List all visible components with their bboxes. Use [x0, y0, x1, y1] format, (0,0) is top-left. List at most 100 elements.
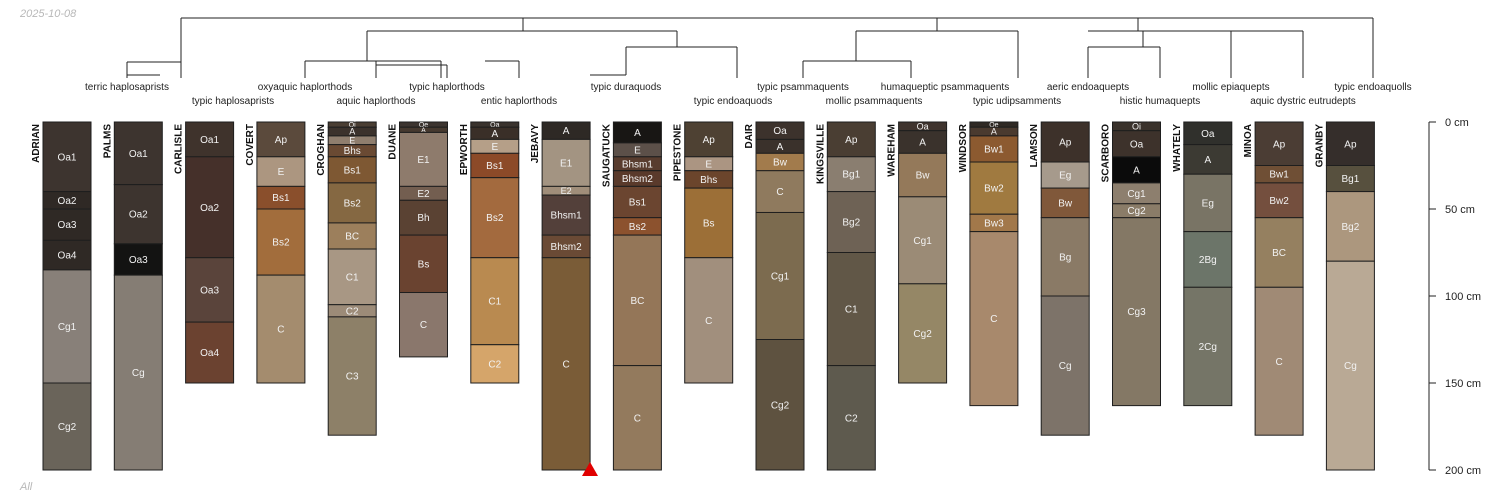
horizon-label: Bs2: [629, 222, 647, 233]
horizon-block: [113, 274, 163, 471]
horizon-label: C2: [346, 306, 359, 317]
horizon-label: Bhs: [700, 175, 717, 186]
horizon-label: Bs2: [486, 213, 504, 224]
horizon-label: Cg2: [58, 422, 77, 433]
horizon-block: [327, 316, 377, 436]
profile-name: JEBAVY: [530, 124, 541, 164]
horizon-label: Bhsm1: [622, 159, 654, 170]
taxon-label: entic haplorthods: [481, 96, 557, 107]
horizon-block: [1112, 217, 1161, 407]
horizon-block: [541, 138, 591, 187]
horizon-label: Cg1: [58, 322, 77, 333]
horizon-block: [826, 252, 876, 367]
horizon-block: [185, 156, 235, 259]
soil-profile: AE Bhsm1 Bhsm2 Bs1 Bs2 BC C SAUGATUCK: [601, 121, 662, 471]
depth-tick-label: 0 cm: [1445, 117, 1469, 129]
horizon-block: [755, 339, 805, 471]
taxon-label: typic endoaquods: [694, 96, 772, 107]
horizon-block: [1040, 161, 1090, 189]
profile-name: WAREHAM: [887, 124, 898, 177]
horizon-block: [327, 248, 377, 306]
horizon-label: Bw2: [984, 184, 1004, 195]
horizon-label: Ap: [845, 135, 858, 146]
profile-name: DUANE: [388, 124, 399, 160]
horizon-label: Ap: [1273, 139, 1286, 150]
profile-name: PIPESTONE: [673, 124, 684, 181]
horizon-label: Oa: [1201, 129, 1215, 140]
horizon-block: [826, 156, 876, 193]
horizon-block: [42, 121, 92, 193]
horizon-label: C1: [488, 297, 501, 308]
horizon-label: Bw1: [1269, 170, 1289, 181]
horizon-block: [684, 257, 734, 384]
horizon-label: C: [420, 320, 427, 331]
dendrogram-link: [126, 62, 160, 76]
profile-name: SAUGATUCK: [601, 123, 612, 187]
horizon-label: Bs2: [344, 198, 362, 209]
horizon-block: [684, 187, 734, 259]
horizon-label: Oa: [773, 126, 787, 137]
horizon-label: Bw2: [1269, 196, 1289, 207]
profile-name: WINDSOR: [958, 123, 969, 172]
horizon-label: C1: [346, 272, 359, 283]
soil-profile: Ap Bg1 Bg2 C1 C2 KINGSVILLE: [815, 121, 876, 471]
horizon-block: [1325, 121, 1375, 166]
horizon-block: [826, 121, 876, 158]
horizon-block: [327, 156, 377, 184]
horizon-label: Oe: [419, 122, 428, 129]
soil-profile: Oa1 Oa2 Oa3 Oa4 CARLISLE: [174, 121, 235, 384]
horizon-block: [1183, 231, 1233, 288]
profile-name: DAIR: [744, 123, 755, 148]
horizon-label: E: [491, 142, 498, 153]
horizon-block: [470, 177, 520, 259]
horizon-label: C1: [845, 305, 858, 316]
horizon-label: BC: [630, 296, 644, 307]
horizon-block: [1183, 286, 1233, 407]
horizon-label: C: [277, 325, 284, 336]
horizon-label: Oa3: [58, 220, 77, 231]
horizon-label: Bw: [773, 158, 788, 169]
horizon-block: [399, 199, 448, 236]
taxon-label: typic haplosaprists: [192, 96, 274, 107]
horizon-label: E: [349, 135, 355, 145]
horizon-label: Cg3: [1127, 307, 1146, 318]
horizon-label: Ap: [703, 135, 716, 146]
soil-profile: OeA Bw1 Bw2 Bw3 C WINDSOR: [958, 121, 1019, 407]
taxon-label: typic udipsamments: [973, 96, 1061, 107]
horizon-label: Oa3: [129, 255, 148, 266]
truncation-marker: [582, 462, 598, 476]
horizon-block: [1325, 260, 1375, 471]
horizon-label: BC: [1272, 248, 1286, 259]
horizon-label: A: [421, 127, 426, 134]
horizon-block: [185, 257, 235, 323]
horizon-block: [256, 208, 306, 276]
profile-name: KINGSVILLE: [815, 124, 826, 184]
horizon-label: Bh: [417, 213, 429, 224]
profile-name: WHATELY: [1172, 124, 1183, 172]
taxon-label: typic endoaquolls: [1334, 82, 1411, 93]
horizon-block: [1325, 191, 1375, 262]
horizon-label: Cg1: [1127, 189, 1146, 200]
horizon-label: Cg2: [913, 329, 932, 340]
horizon-label: A: [777, 142, 784, 153]
profile-name: ADRIAN: [31, 124, 42, 163]
horizon-label: Oa2: [129, 210, 148, 221]
horizon-label: Cg: [132, 368, 145, 379]
soil-profiles: Oa1 Oa2 Oa3 Oa4 Cg1 Cg2 ADRIAN Oa1 Oa2 Oa3 Cg PALMS…: [31, 121, 1375, 471]
horizon-block: [612, 365, 662, 471]
horizon-label: Oa4: [200, 348, 219, 359]
soil-profile: Oa1 Oa2 Oa3 Cg PALMS: [102, 121, 163, 471]
horizon-label: A: [349, 127, 355, 137]
horizon-label: C3: [346, 372, 359, 383]
horizon-label: Oe: [989, 122, 998, 129]
taxon-label: oxyaquic haplorthods: [258, 82, 353, 93]
profile-name: GRANBY: [1314, 124, 1325, 168]
horizon-block: [399, 234, 448, 294]
horizon-block: [1325, 165, 1375, 193]
horizon-label: A: [919, 138, 926, 149]
horizon-label: Bg1: [1342, 174, 1360, 185]
taxon-label: typic psammaquents: [757, 82, 849, 93]
